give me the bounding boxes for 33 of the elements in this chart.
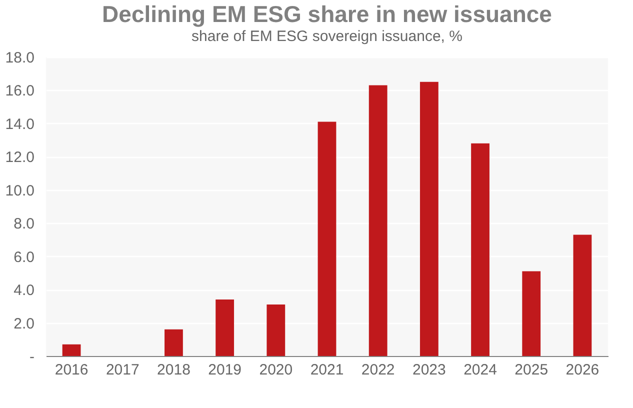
chart-subtitle: share of EM ESG sovereign issuance, %: [192, 28, 462, 45]
x-tick-label: 2024: [464, 362, 497, 378]
bar: [471, 143, 490, 356]
y-tick-label: -: [30, 348, 34, 366]
chart-title: Declining EM ESG share in new issuance: [102, 1, 552, 27]
x-tick-label: 2019: [208, 362, 242, 378]
bar: [216, 300, 234, 356]
y-tick-label: 18.0: [5, 50, 34, 66]
bar: [318, 122, 336, 356]
bar: [266, 304, 286, 356]
x-tick-label: 2020: [259, 362, 293, 378]
y-tick-label: 2.0: [14, 315, 34, 332]
bar: [522, 271, 541, 356]
y-tick-label: 16.0: [5, 82, 34, 100]
y-tick-label: 8.0: [14, 216, 34, 233]
bar: [420, 82, 438, 356]
y-tick-label: 6.0: [14, 248, 34, 266]
bar: [62, 344, 81, 356]
x-tick-label: 2022: [361, 362, 395, 378]
bar: [368, 85, 388, 356]
bar: [164, 329, 183, 356]
y-tick-label: 12.0: [5, 149, 34, 166]
x-tick-label: 2018: [157, 362, 190, 378]
x-tick-label: 2017: [106, 362, 140, 378]
bar: [573, 234, 592, 356]
x-tick-label: 2021: [310, 362, 344, 378]
x-tick-label: 2023: [412, 362, 446, 378]
y-tick-label: 4.0: [14, 282, 34, 300]
y-tick-label: 14.0: [5, 116, 34, 133]
x-tick-label: 2025: [514, 362, 548, 378]
y-tick-label: 10.0: [5, 182, 34, 200]
x-tick-label: 2016: [54, 362, 88, 378]
x-tick-label: 2026: [566, 362, 600, 378]
